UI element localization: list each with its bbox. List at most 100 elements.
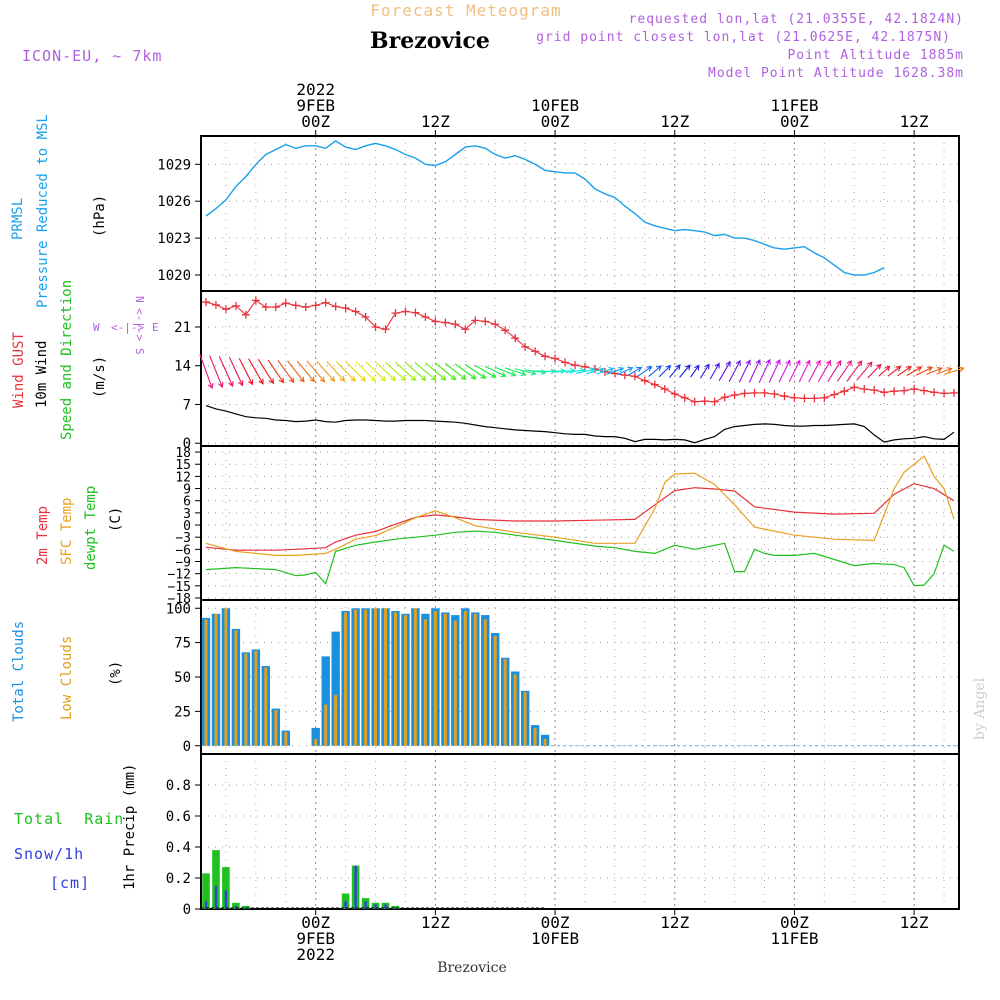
precip-axis-label: 1hr Precip (mm) [122, 764, 138, 890]
gust-marker [211, 300, 220, 309]
low-cloud-bar [374, 608, 377, 746]
pressure-line [205, 140, 885, 276]
temp-label-dew: dewpt Temp [83, 486, 99, 570]
model-name: ICON-EU, ~ 7km [22, 47, 162, 65]
clouds-ytick-label: 0 [183, 739, 191, 755]
gust-marker [461, 325, 470, 334]
clouds-ytick-label: 50 [174, 670, 191, 686]
rain-bar [222, 867, 230, 909]
compass-e: E [152, 321, 159, 334]
low-cloud-bar [204, 619, 208, 746]
low-cloud-bar [354, 609, 358, 746]
snow-bar [234, 905, 238, 909]
low-cloud-bar [473, 613, 477, 746]
bottom-time-label: 00Z [780, 913, 809, 932]
compass-n: N [133, 296, 146, 303]
gust-marker [491, 320, 500, 329]
top-time-label: 2022 [296, 80, 335, 99]
gust-marker [311, 301, 320, 310]
low-cloud-bar [264, 667, 268, 746]
gust-marker [730, 391, 739, 400]
gust-marker [910, 384, 919, 393]
gust-marker [770, 389, 779, 398]
pressure-ytick-label: 1026 [157, 194, 191, 210]
wind-arrow [878, 365, 891, 377]
gust-marker [760, 388, 769, 397]
gust-marker [221, 305, 230, 314]
wind-arrow [906, 366, 923, 376]
wind-arrow [648, 365, 662, 377]
pressure-label-prmsl: PRMSL [10, 198, 26, 240]
gust-marker [391, 309, 400, 318]
snow-bar [364, 901, 367, 910]
low-cloud-bar [224, 608, 228, 746]
temperature-ytick-label: 6 [183, 495, 191, 510]
gust-marker [531, 347, 540, 356]
low-cloud-bar [523, 692, 527, 746]
gust-marker [840, 387, 849, 396]
snow-bar [394, 907, 397, 909]
precipitation-ytick-label: 0.6 [166, 809, 191, 825]
gust-line [205, 299, 955, 403]
clouds-ytick-label: 75 [174, 636, 191, 652]
rain-bar [202, 873, 210, 909]
precip-label-rain: Total Rain [14, 810, 124, 828]
rain-bar [341, 893, 350, 909]
wind-arrow [896, 365, 912, 377]
wind-arrow [484, 365, 507, 378]
temperature-ytick-label: 9 [183, 483, 191, 498]
low-cloud-bar [284, 732, 288, 746]
wind-arrow [709, 362, 720, 380]
wind-arrow [385, 361, 407, 381]
gust-marker [351, 307, 360, 316]
gust-marker [471, 316, 480, 325]
pressure-label-msl: Pressure Reduced to MSL [35, 114, 51, 308]
wind-arrow [758, 358, 771, 383]
wind-arrow [926, 367, 943, 375]
gust-marker [271, 303, 280, 312]
gust-marker [481, 317, 490, 326]
low-cloud-bar [394, 612, 397, 746]
low-cloud-bar [234, 630, 238, 746]
wind-arrow [238, 357, 254, 386]
gust-marker [411, 308, 420, 317]
temperature-frame [200, 445, 960, 601]
temperature-ytick-label: −3 [175, 531, 191, 546]
top-time-label: 00Z [541, 112, 570, 131]
gust-marker [561, 358, 570, 367]
temperature-ytick-label: −6 [175, 543, 191, 558]
wind-unit: (m/s) [92, 356, 108, 398]
gust-marker [950, 388, 959, 397]
pressure-panel: 1020 1023 1026 1029 [157, 136, 959, 291]
wind-arrow [555, 367, 576, 374]
precipitation-ytick-label: 0.8 [166, 778, 191, 794]
wind-arrow [637, 365, 653, 377]
bottom-time-label: 00Z [541, 913, 570, 932]
wind-arrow [817, 359, 831, 383]
wind-arrow [404, 361, 427, 381]
pressure-unit: (hPa) [92, 195, 108, 237]
precipitation-ytick-label: 0 [183, 902, 191, 918]
precipitation-frame [200, 753, 960, 910]
bottom-time-label: 9FEB [296, 929, 335, 948]
gust-marker [620, 371, 629, 380]
gust-marker [451, 320, 460, 329]
wind-arrow [827, 359, 842, 382]
low-cloud-bar [423, 619, 427, 746]
wind-arrow [728, 359, 741, 382]
wind-label-10m: 10m Wind [34, 341, 50, 408]
low-cloud-bar [483, 619, 487, 746]
wind-arrow [306, 360, 326, 383]
wind-arrow [718, 360, 731, 382]
top-time-label: 12Z [900, 112, 929, 131]
wind-arrow [494, 366, 517, 377]
low-cloud-bar [453, 620, 457, 746]
wind-ytick-label: 7 [183, 397, 191, 413]
low-cloud-bar [334, 694, 338, 746]
gust-marker [900, 386, 909, 395]
wind-arrow [836, 360, 852, 382]
wind-arrow [474, 364, 497, 378]
low-cloud-bar [214, 613, 218, 746]
footer-location: Brezovice [437, 960, 507, 976]
